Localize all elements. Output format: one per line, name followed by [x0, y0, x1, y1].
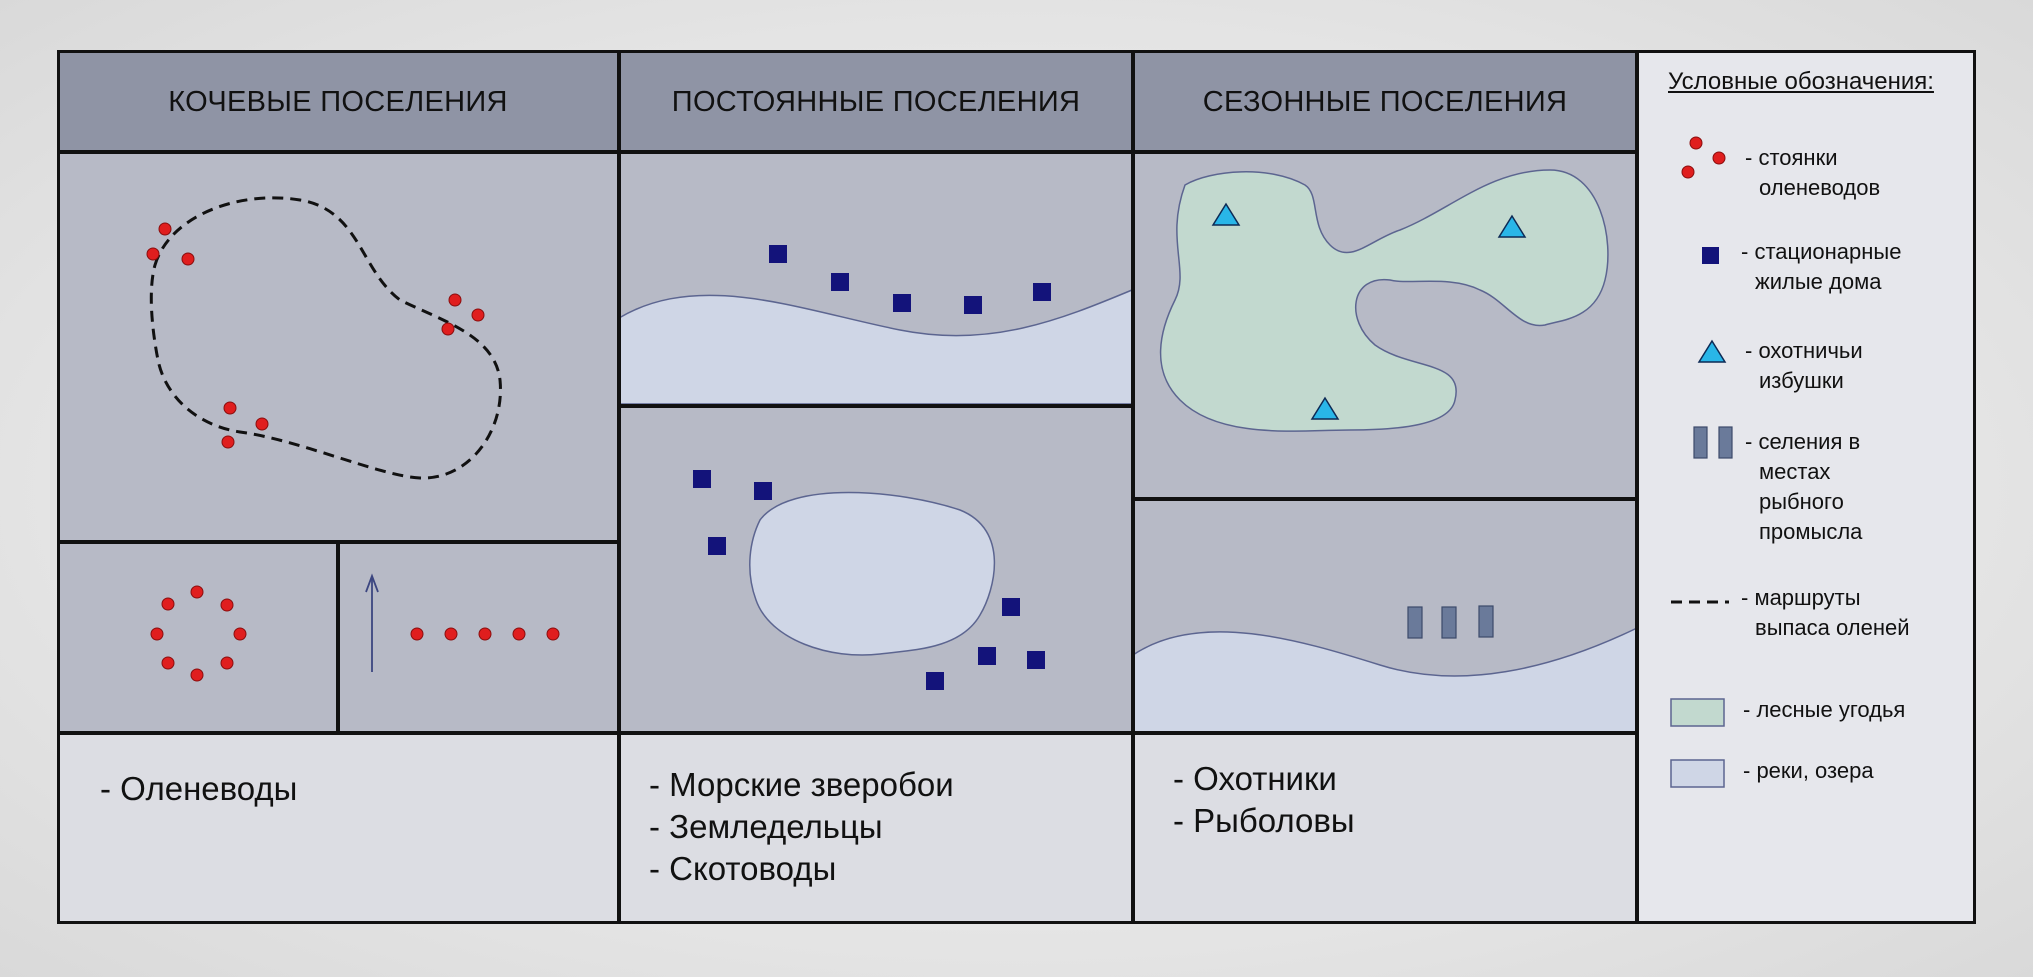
forest-area: [1159, 169, 1609, 432]
legend-label: избушки: [1759, 368, 1844, 393]
camp-dot: [146, 247, 160, 261]
hunting-huts: [1211, 202, 1527, 420]
group-item: - Рыболовы: [1173, 802, 1355, 839]
legend-label: рыбного: [1759, 489, 1844, 514]
fishing-bar: [1407, 606, 1423, 639]
camp-dot: [546, 627, 560, 641]
legend-label: - охотничьи: [1745, 338, 1863, 363]
header-seasonal: СЕЗОННЫЕ ПОСЕЛЕНИЯ: [1202, 85, 1568, 118]
camp-dot: [255, 417, 269, 431]
legend-item-water: - реки, озера: [1743, 756, 1874, 786]
house-square: [926, 672, 944, 690]
legend-label: - стационарные: [1741, 239, 1902, 264]
house-square: [1002, 598, 1020, 616]
legend-label: жилые дома: [1755, 269, 1882, 294]
header-permanent: ПОСТОЯННЫЕ ПОСЕЛЕНИЯ: [671, 85, 1081, 118]
river-area-permanent: [618, 288, 1133, 405]
legend-item-huts: - охотничьи избушки: [1745, 336, 1863, 396]
camp-dot: [478, 627, 492, 641]
camp-dot: [233, 627, 247, 641]
header-band: [57, 50, 1637, 152]
legend-label: - селения в: [1745, 429, 1861, 454]
panel-grid: [57, 50, 1639, 924]
legend-label: - реки, озера: [1743, 758, 1874, 783]
fishing-bar: [1478, 605, 1494, 638]
house-square: [1027, 651, 1045, 669]
group-item: - Земледельцы: [649, 808, 883, 845]
group-item: - Морские зверобои: [649, 766, 954, 803]
legend-label: местах: [1759, 459, 1831, 484]
camp-dot: [181, 252, 195, 266]
house-square: [769, 245, 787, 263]
house-square: [1033, 283, 1051, 301]
reindeer-camps: [146, 222, 560, 682]
house-square: [893, 294, 911, 312]
legend-label: - стоянки: [1745, 145, 1838, 170]
house-square: [964, 296, 982, 314]
cyan-triangle-icon: [1697, 339, 1727, 363]
camp-dot: [190, 585, 204, 599]
legend-item-camps: - стоянки оленеводов: [1745, 143, 1880, 203]
lower-band: [57, 733, 1637, 924]
migration-arrow: [365, 573, 379, 672]
slate-bars-icon: [1693, 426, 1733, 459]
legend-item-routes: - маршруты выпаса оленей: [1741, 583, 1910, 643]
camp-dot: [220, 598, 234, 612]
group-list-permanent: - Морские зверобои - Земледельцы - Ското…: [649, 764, 954, 890]
hut-triangle: [1310, 396, 1340, 420]
camp-dot: [410, 627, 424, 641]
fishing-bar: [1441, 606, 1457, 639]
legend-label: - маршруты: [1741, 585, 1861, 610]
group-item: - Охотники: [1173, 760, 1337, 797]
group-list-nomadic: - Оленеводы: [100, 768, 297, 810]
legend-item-forest: - лесные угодья: [1743, 695, 1905, 725]
lake-area: [749, 491, 996, 656]
house-square: [978, 647, 996, 665]
camp-dot: [444, 627, 458, 641]
legend-label: выпаса оленей: [1755, 615, 1910, 640]
legend-title: Условные обозначения:: [1668, 68, 1934, 95]
group-list-seasonal: - Охотники - Рыболовы: [1173, 758, 1355, 842]
camp-dot: [512, 627, 526, 641]
house-square: [693, 470, 711, 488]
camp-dot: [471, 308, 485, 322]
permanent-houses: [693, 245, 1051, 690]
navy-square-icon: [1702, 247, 1719, 264]
camp-dot: [190, 668, 204, 682]
camp-dot: [223, 401, 237, 415]
legend-label: - лесные угодья: [1743, 697, 1906, 722]
group-item: - Скотоводы: [649, 850, 837, 887]
camp-dot: [161, 656, 175, 670]
hut-triangle: [1211, 202, 1241, 226]
header-nomadic: КОЧЕВЫЕ ПОСЕЛЕНИЯ: [168, 85, 508, 118]
camp-dot: [158, 222, 172, 236]
camp-dot: [150, 627, 164, 641]
diagram-frame: [57, 50, 1976, 924]
camp-dot: [448, 293, 462, 307]
camp-dot: [161, 597, 175, 611]
blue-swatch-icon: [1670, 759, 1725, 788]
house-square: [708, 537, 726, 555]
river-area-seasonal: [1132, 626, 1638, 734]
red-dots-icon: [1681, 136, 1726, 179]
camp-dot: [441, 322, 455, 336]
legend-label: промысла: [1759, 519, 1863, 544]
camp-dot: [220, 656, 234, 670]
group-item: - Оленеводы: [100, 770, 298, 807]
green-swatch-icon: [1670, 698, 1725, 727]
camp-dot: [221, 435, 235, 449]
legend-label: оленеводов: [1759, 175, 1881, 200]
fishing-villages: [1407, 605, 1494, 639]
legend-item-fishing: - селения в местах рыбного промысла: [1745, 427, 1862, 547]
hut-triangle: [1497, 214, 1527, 238]
house-square: [754, 482, 772, 500]
legend-item-houses: - стационарные жилые дома: [1741, 237, 1901, 297]
house-square: [831, 273, 849, 291]
